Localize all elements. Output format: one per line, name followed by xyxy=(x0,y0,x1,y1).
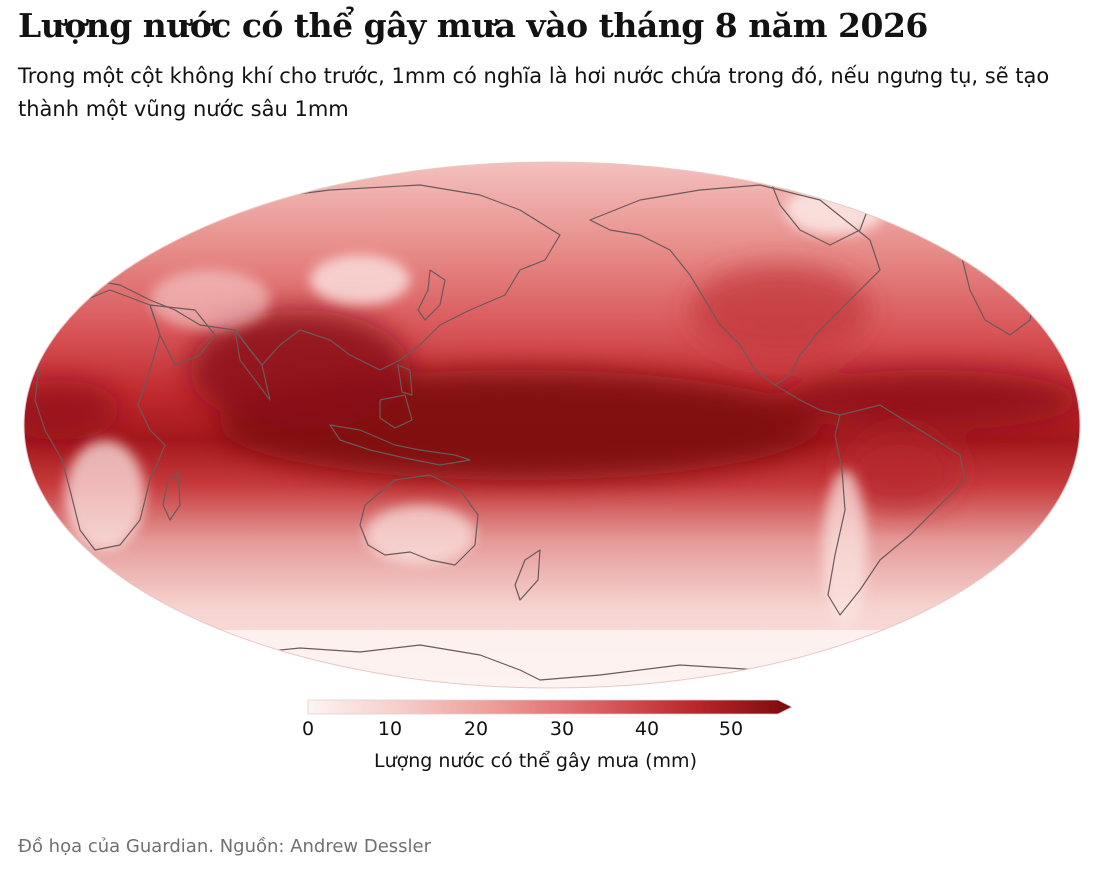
legend-colorbar xyxy=(307,699,793,715)
australia-coastline xyxy=(359,474,479,566)
eurasia-coastline xyxy=(39,184,561,371)
legend-tick: 40 xyxy=(634,718,660,740)
central-america-coastline xyxy=(774,384,841,416)
borneo-coastline xyxy=(379,394,413,429)
chart-subtitle: Trong một cột không khí cho trước, 1mm c… xyxy=(18,64,1050,121)
legend-tick: 0 xyxy=(301,718,315,740)
legend-tick: 20 xyxy=(463,718,489,740)
indonesia-coastline xyxy=(329,424,471,466)
new-zealand-coastline xyxy=(514,549,541,601)
north-america-coastline xyxy=(589,184,881,386)
map-outline xyxy=(23,161,1081,689)
india-coastline xyxy=(234,329,271,401)
legend-tick: 30 xyxy=(549,718,575,740)
south-america-coastline xyxy=(827,404,966,616)
map-svg xyxy=(23,161,1081,689)
philippines-coastline xyxy=(397,364,413,396)
japan-coastline xyxy=(417,269,446,321)
precipitable-water-field xyxy=(24,162,1080,688)
color-legend: 0 10 20 30 40 50 Lượng nước có thể gây m… xyxy=(300,698,800,788)
legend-tick: 10 xyxy=(377,718,403,740)
legend-ticks: 0 10 20 30 40 50 xyxy=(300,718,800,744)
legend-tick: 50 xyxy=(718,718,744,740)
source-credit: Đồ họa của Guardian. Nguồn: Andrew Dessl… xyxy=(18,836,432,857)
world-map xyxy=(0,160,1113,720)
chart-title: Lượng nước có thể gây mưa vào tháng 8 nă… xyxy=(18,6,928,45)
legend-title: Lượng nước có thể gây mưa (mm) xyxy=(374,750,697,772)
coastlines xyxy=(34,174,1036,681)
arabia-coastline xyxy=(149,304,216,366)
madagascar-coastline xyxy=(162,471,181,521)
